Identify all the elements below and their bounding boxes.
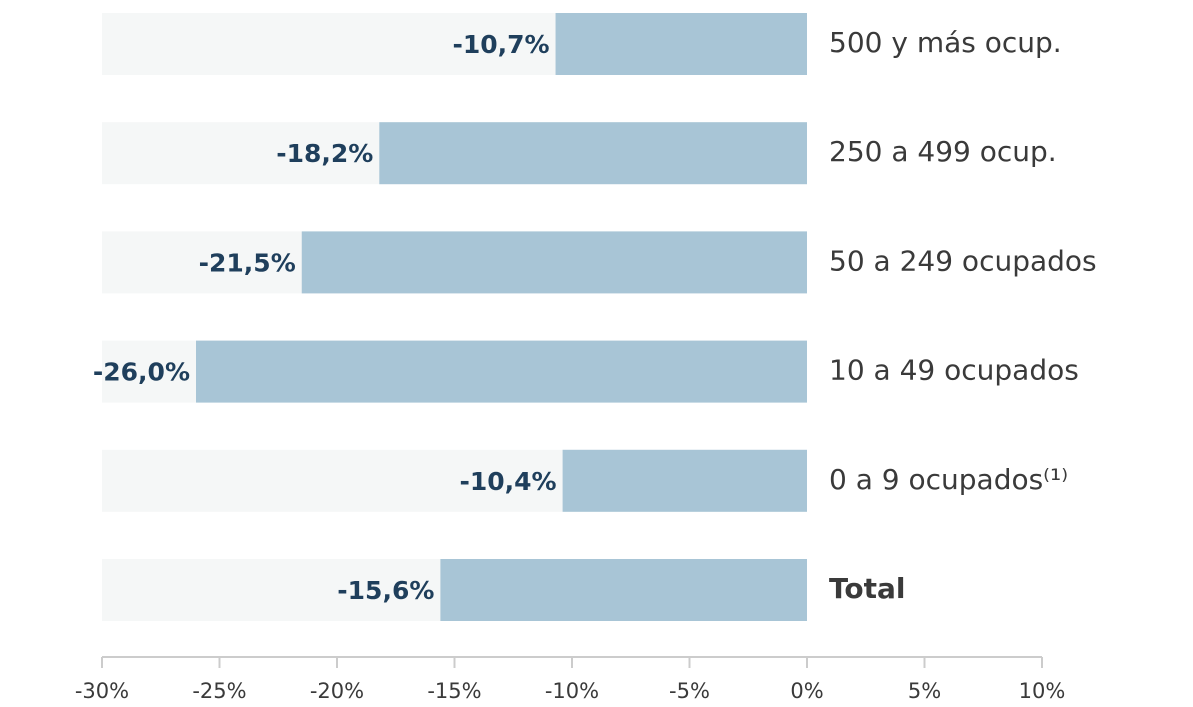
category-label: 0 a 9 ocupados⁽¹⁾: [829, 463, 1068, 496]
value-label: -21,5%: [199, 248, 296, 277]
x-tick-label: 10%: [1019, 679, 1066, 703]
x-tick-label: -30%: [75, 679, 129, 703]
bar: [301, 231, 807, 294]
x-tick-label: 0%: [790, 679, 823, 703]
value-label: -10,7%: [452, 30, 549, 59]
category-label: 10 a 49 ocupados: [829, 354, 1079, 387]
bar: [196, 340, 807, 403]
x-tick-label: -20%: [310, 679, 364, 703]
value-label: -10,4%: [459, 467, 556, 496]
x-tick-label: -15%: [427, 679, 481, 703]
value-label: -26,0%: [93, 358, 190, 387]
x-tick-label: -10%: [545, 679, 599, 703]
bar: [379, 122, 807, 185]
bar: [562, 449, 807, 512]
x-tick-label: -25%: [192, 679, 246, 703]
x-tick-label: -5%: [669, 679, 710, 703]
bar: [440, 559, 807, 621]
value-label: -15,6%: [337, 576, 434, 605]
bar: [555, 13, 807, 75]
category-label: 500 y más ocup.: [829, 26, 1062, 59]
category-label: 50 a 249 ocupados: [829, 244, 1097, 277]
value-label: -18,2%: [276, 139, 373, 168]
category-label: Total: [829, 572, 906, 605]
category-label: 250 a 499 ocup.: [829, 135, 1057, 168]
x-tick-label: 5%: [908, 679, 941, 703]
